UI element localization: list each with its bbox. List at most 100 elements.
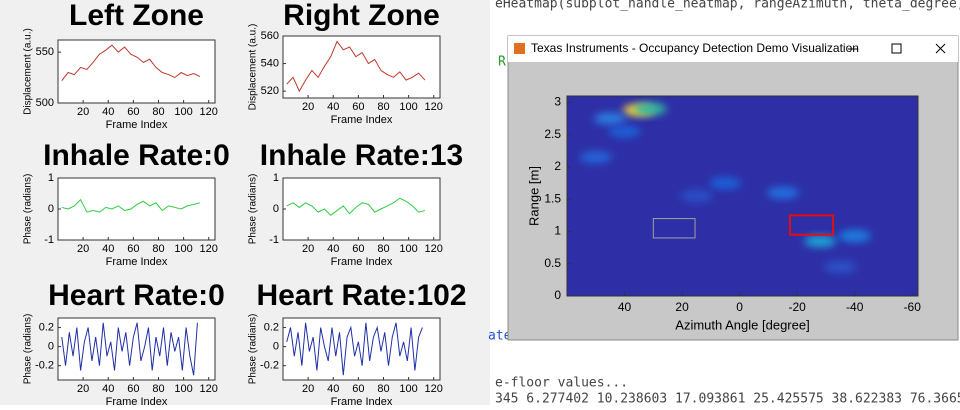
- y-axis-label: Phase (radians): [248, 174, 259, 245]
- x-tick-label: 120: [200, 383, 218, 395]
- x-tick-label: 120: [200, 106, 218, 118]
- x-tick-label: 80: [377, 101, 389, 113]
- line-series: [61, 198, 201, 213]
- x-axis-label: Azimuth Angle [degree]: [675, 317, 809, 332]
- y-tick-label: -0.2: [260, 360, 279, 372]
- x-tick-label: 80: [152, 243, 164, 255]
- x-axis-label: Frame Index: [331, 256, 393, 268]
- x-axis-label: Frame Index: [106, 396, 168, 405]
- y-tick-label: 560: [261, 30, 279, 42]
- x-tick-label: 60: [352, 383, 364, 395]
- x-axis-label: Frame Index: [106, 256, 168, 268]
- x-tick-label: 20: [302, 383, 314, 395]
- heat-blob: [579, 151, 612, 164]
- x-tick-label: -60: [904, 300, 922, 314]
- plot-title: Left Zone: [69, 0, 204, 32]
- axes: [282, 177, 441, 241]
- line-series: [61, 322, 198, 376]
- app-icon: [514, 43, 525, 54]
- x-tick-label: 80: [152, 106, 164, 118]
- plot-title: Inhale Rate:0: [43, 139, 230, 172]
- heat-blob: [634, 102, 667, 115]
- y-tick-label: 0: [48, 341, 54, 353]
- axes: [57, 39, 216, 104]
- x-tick-label: 60: [127, 243, 139, 255]
- x-tick-label: 120: [425, 383, 443, 395]
- x-tick-label: 60: [352, 243, 364, 255]
- y-tick-label: 520: [261, 85, 279, 97]
- heatmap: [579, 102, 871, 273]
- y-tick-label: 1: [554, 224, 561, 238]
- x-axis-label: Frame Index: [331, 114, 393, 126]
- x-tick-label: 20: [77, 243, 89, 255]
- window: Texas Instruments - Occupancy Detection …: [507, 35, 959, 341]
- line-series: [286, 197, 426, 216]
- y-tick-label: 1: [273, 172, 279, 184]
- x-tick-label: 100: [399, 243, 417, 255]
- y-tick-label: 0: [273, 203, 279, 215]
- x-tick-label: 60: [352, 101, 364, 113]
- x-tick-label: 100: [174, 243, 192, 255]
- heat-blob: [766, 186, 799, 199]
- y-tick-label: 540: [261, 57, 279, 69]
- y-tick-label: 1: [48, 172, 54, 184]
- y-axis-label: Displacement (a.u.): [248, 24, 259, 111]
- y-axis-label: Displacement (a.u.): [23, 28, 34, 115]
- y-axis-label: Phase (radians): [23, 174, 34, 245]
- x-tick-label: 60: [127, 106, 139, 118]
- y-tick-label: 0: [554, 288, 561, 302]
- y-tick-label: 550: [36, 46, 54, 58]
- close[interactable]: [935, 43, 946, 54]
- y-axis-label: Range [m]: [526, 166, 541, 226]
- y-tick-label: -0.2: [35, 360, 54, 372]
- zone-box: [788, 214, 835, 236]
- x-tick-label: 120: [425, 243, 443, 255]
- y-tick-label: 500: [36, 97, 54, 109]
- line-series: [61, 44, 201, 81]
- x-tick-label: 120: [200, 243, 218, 255]
- heat-blob: [824, 260, 857, 273]
- window-title: Texas Instruments - Occupancy Detection …: [531, 41, 859, 55]
- plot-title: Right Zone: [283, 0, 440, 32]
- x-axis-label: Frame Index: [106, 119, 168, 131]
- axes: [57, 317, 216, 381]
- heat-blob: [680, 190, 713, 202]
- x-tick-label: 60: [127, 383, 139, 395]
- x-tick-label: -20: [788, 300, 806, 314]
- plot-title: Heart Rate:102: [256, 279, 466, 312]
- axes: [282, 35, 441, 99]
- x-tick-label: 40: [102, 243, 114, 255]
- title-bar: [508, 36, 958, 62]
- x-tick-label: 20: [675, 300, 689, 314]
- x-tick-label: 40: [618, 300, 632, 314]
- zone-box: [652, 218, 696, 239]
- code-line: eHeatmap(subplot_handle_heatmap, rangeAz…: [495, 0, 960, 12]
- maximize[interactable]: [891, 43, 902, 54]
- x-tick-label: 100: [174, 383, 192, 395]
- x-tick-label: 120: [425, 101, 443, 113]
- x-tick-label: 80: [377, 383, 389, 395]
- x-tick-label: 100: [174, 106, 192, 118]
- y-tick-label: 0.2: [264, 321, 279, 333]
- x-axis-label: Frame Index: [331, 396, 393, 405]
- heat-blob: [838, 230, 871, 242]
- code-line: 345 6.277402 10.238603 17.093861 25.4255…: [495, 392, 960, 406]
- line-series: [286, 322, 423, 376]
- x-tick-label: 0: [736, 300, 743, 314]
- y-tick-label: 1.5: [544, 191, 561, 205]
- y-axis-label: Phase (radians): [248, 314, 259, 385]
- y-tick-label: 0.5: [544, 256, 561, 270]
- heat-blob: [594, 112, 627, 125]
- x-tick-label: 20: [302, 101, 314, 113]
- x-tick-label: 40: [102, 383, 114, 395]
- y-tick-label: -1: [269, 234, 279, 246]
- axes: [57, 177, 216, 241]
- code-line: R: [498, 55, 506, 70]
- y-tick-label: 0.2: [39, 321, 54, 333]
- x-tick-label: 40: [102, 106, 114, 118]
- y-tick-label: 0: [273, 341, 279, 353]
- y-axis-label: Phase (radians): [23, 314, 34, 385]
